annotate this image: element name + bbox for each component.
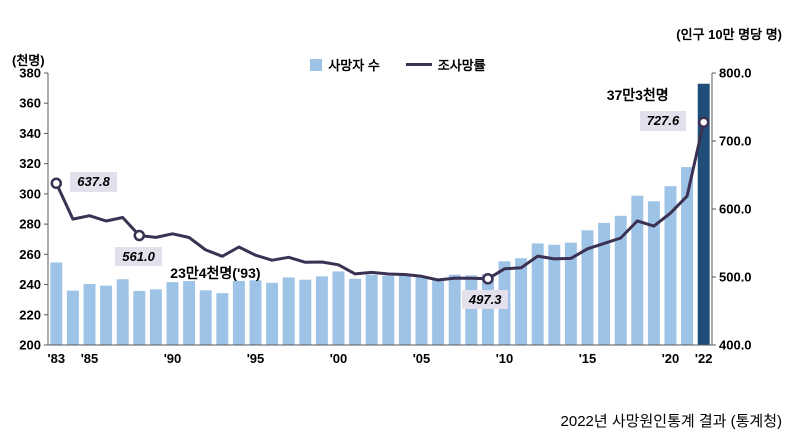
right-tick-label: 700.0 [719, 134, 752, 149]
legend-label-deaths: 사망자 수 [328, 58, 380, 73]
bar-2019 [647, 201, 660, 345]
left-tick-label: 240 [19, 277, 41, 292]
bar-2016 [598, 222, 611, 345]
bar-2018 [631, 195, 644, 345]
right-axis-title: (인구 10만 명당 명) [676, 27, 782, 42]
legend-item-rate: 조사망률 [405, 55, 486, 74]
bar-series-swatch-icon [310, 58, 323, 71]
bar-2022 [697, 83, 710, 345]
bar-2001 [349, 278, 362, 345]
marker-2009 [482, 273, 494, 285]
right-tick-label: 400.0 [719, 338, 752, 353]
bar-1985 [83, 283, 96, 345]
bar-2003 [382, 275, 395, 345]
marker-1983 [50, 177, 63, 190]
annotation-1988-boxed: 561.0 [115, 246, 162, 267]
legend-label-rate: 조사망률 [437, 58, 486, 73]
x-tick-label: '20 [662, 351, 680, 366]
bar-2021 [681, 167, 694, 345]
bar-2002 [365, 274, 378, 345]
bar-1992 [199, 290, 212, 345]
left-axis-title: (천명) [12, 53, 45, 68]
bar-1996 [266, 282, 279, 345]
left-tick-label: 200 [19, 338, 41, 353]
bar-2013 [548, 244, 561, 345]
legend-item-deaths: 사망자 수 [310, 55, 380, 74]
x-tick-label: '95 [247, 351, 265, 366]
bar-1998 [299, 279, 312, 345]
bar-2011 [515, 258, 528, 345]
left-tick-label: 380 [19, 66, 41, 81]
bar-1999 [315, 276, 328, 345]
bar-1997 [282, 277, 295, 345]
bar-1990 [166, 282, 179, 345]
bar-2017 [614, 215, 627, 345]
annotation-2022-plain: 37만3천명 [606, 87, 669, 104]
bar-2005 [415, 276, 428, 345]
bar-2006 [432, 278, 445, 345]
x-tick-label: '10 [496, 351, 514, 366]
x-tick-label: '90 [164, 351, 182, 366]
x-tick-label: '15 [579, 351, 597, 366]
x-tick-label: '22 [695, 351, 713, 366]
x-tick-label: '83 [48, 351, 66, 366]
bar-2012 [531, 243, 544, 345]
line-series-swatch-icon [405, 63, 432, 66]
left-tick-label: 360 [19, 96, 41, 111]
x-tick-label: '85 [81, 351, 99, 366]
legend: 사망자 수 조사망률 [0, 55, 796, 74]
left-tick-label: 320 [19, 156, 41, 171]
bar-2008 [465, 275, 478, 345]
bar-1993 [216, 293, 229, 345]
x-tick-label: '00 [330, 351, 348, 366]
annotation-2009-boxed: 497.3 [461, 289, 509, 310]
x-tick-label: '05 [413, 351, 431, 366]
rate-line [54, 120, 706, 282]
left-tick-label: 220 [19, 307, 41, 322]
annotation-2022-boxed: 727.6 [639, 111, 687, 131]
bar-2020 [664, 186, 677, 345]
bar-1986 [100, 285, 113, 345]
bar-2009 [481, 274, 494, 345]
annotation-1993-plain: 23만4천명('93) [170, 265, 261, 282]
bar-1989 [149, 289, 162, 345]
bar-1991 [183, 281, 196, 345]
bar-1987 [116, 279, 129, 345]
right-tick-label: 800.0 [719, 66, 752, 81]
left-tick-label: 340 [19, 126, 41, 141]
marker-1988 [133, 229, 146, 242]
bar-2014 [564, 242, 577, 345]
bar-1995 [249, 280, 262, 345]
bar-1994 [232, 280, 245, 345]
bar-1983 [50, 262, 63, 345]
annotation-1983-boxed: 637.8 [70, 172, 117, 192]
bar-2000 [332, 271, 345, 345]
right-tick-label: 600.0 [719, 202, 752, 217]
bar-2007 [448, 274, 461, 345]
left-tick-label: 280 [19, 217, 41, 232]
left-tick-label: 260 [19, 247, 41, 262]
bar-2004 [398, 275, 411, 345]
bar-1984 [66, 290, 79, 345]
left-tick-label: 300 [19, 186, 41, 201]
source-caption: 2022년 사망원인통계 결과 (통계청) [560, 413, 782, 430]
bar-2015 [581, 230, 594, 345]
bar-1988 [133, 290, 146, 345]
right-tick-label: 500.0 [719, 270, 752, 285]
marker-2022 [697, 116, 710, 128]
